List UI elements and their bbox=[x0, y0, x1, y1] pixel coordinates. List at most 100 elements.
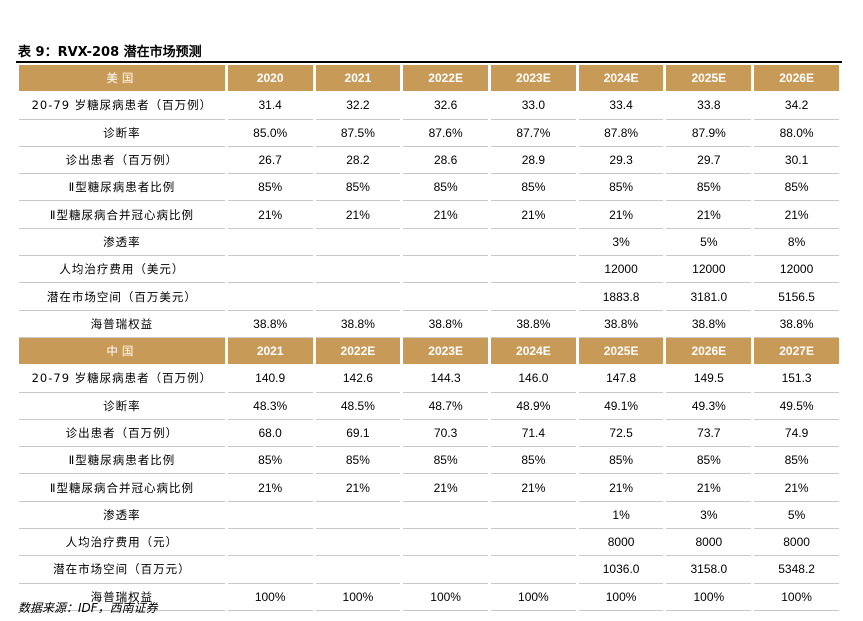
table-cell: 12000 bbox=[578, 256, 664, 284]
table-cell bbox=[403, 283, 488, 311]
table-cell: 38.8% bbox=[666, 311, 752, 338]
table-cell: 85% bbox=[491, 447, 576, 475]
table-cell: 21% bbox=[666, 201, 752, 229]
table-cell: 85% bbox=[403, 174, 488, 202]
table-cell: 32.2 bbox=[315, 92, 401, 120]
table-cell: 33.0 bbox=[491, 92, 576, 120]
table-row: 潜在市场空间（百万美元） 1883.8 3181.0 5156.5 bbox=[19, 283, 839, 311]
table-cell bbox=[403, 256, 488, 284]
table-cell: 26.7 bbox=[227, 147, 313, 175]
row-label: 海普瑞权益 bbox=[19, 311, 225, 338]
table-cell: 70.3 bbox=[403, 420, 488, 448]
table-cell: 21% bbox=[754, 474, 839, 502]
year-header: 2021 bbox=[315, 65, 401, 93]
table-cell: 142.6 bbox=[315, 365, 401, 393]
year-header: 2025E bbox=[666, 65, 752, 93]
table-cell: 34.2 bbox=[754, 92, 839, 120]
usa-section: 美国 2020 2021 2022E 2023E 2024E 2025E 202… bbox=[19, 65, 839, 338]
table-cell: 87.7% bbox=[491, 120, 576, 147]
row-label: 诊出患者（百万例） bbox=[19, 420, 225, 448]
table-cell: 85% bbox=[754, 174, 839, 202]
table-cell: 21% bbox=[491, 201, 576, 229]
row-label: 渗透率 bbox=[19, 229, 225, 257]
table-cell: 85% bbox=[315, 447, 401, 475]
data-source-note: 数据来源：IDF，西南证券 bbox=[18, 601, 158, 615]
table-cell: 85% bbox=[578, 447, 664, 475]
table-cell: 5156.5 bbox=[754, 283, 839, 311]
year-header: 2026E bbox=[666, 337, 752, 366]
row-label: 20-79 岁糖尿病患者（百万例） bbox=[19, 92, 225, 120]
row-label: 诊断率 bbox=[19, 393, 225, 420]
table-cell: 21% bbox=[403, 201, 488, 229]
table-cell: 87.9% bbox=[666, 120, 752, 147]
table-cell: 140.9 bbox=[227, 365, 313, 393]
table-cell bbox=[491, 229, 576, 257]
table-cell: 21% bbox=[578, 474, 664, 502]
table-cell: 5348.2 bbox=[754, 556, 839, 584]
table-cell: 100% bbox=[315, 584, 401, 611]
table-cell: 31.4 bbox=[227, 92, 313, 120]
table-cell: 5% bbox=[754, 502, 839, 530]
table-cell: 85% bbox=[491, 174, 576, 202]
table-cell bbox=[315, 556, 401, 584]
table-cell: 21% bbox=[227, 474, 313, 502]
table-cell: 85% bbox=[754, 447, 839, 475]
china-region-label: 中国 bbox=[19, 337, 225, 366]
table-cell: 29.7 bbox=[666, 147, 752, 175]
row-label: 诊断率 bbox=[19, 120, 225, 147]
table-cell: 144.3 bbox=[403, 365, 488, 393]
table-row: Ⅱ型糖尿病患者比例 85% 85% 85% 85% 85% 85% 85% bbox=[19, 174, 839, 202]
table-cell: 12000 bbox=[666, 256, 752, 284]
table-cell: 8000 bbox=[754, 529, 839, 557]
table-cell: 3158.0 bbox=[666, 556, 752, 584]
table-cell: 85.0% bbox=[227, 120, 313, 147]
table-cell: 21% bbox=[578, 201, 664, 229]
table-cell: 8000 bbox=[578, 529, 664, 557]
table-cell: 69.1 bbox=[315, 420, 401, 448]
table-cell bbox=[403, 229, 488, 257]
table-cell: 87.6% bbox=[403, 120, 488, 147]
row-label: Ⅱ型糖尿病患者比例 bbox=[19, 174, 225, 202]
row-label: 人均治疗费用（元） bbox=[19, 529, 225, 557]
market-forecast-table: 美国 2020 2021 2022E 2023E 2024E 2025E 202… bbox=[16, 65, 842, 611]
usa-region-label: 美国 bbox=[19, 65, 225, 93]
table-row: Ⅱ型糖尿病合并冠心病比例 21% 21% 21% 21% 21% 21% 21% bbox=[19, 201, 839, 229]
table-cell: 100% bbox=[754, 584, 839, 611]
table-row: 海普瑞权益 100% 100% 100% 100% 100% 100% 100% bbox=[19, 584, 839, 611]
row-label: 潜在市场空间（百万元） bbox=[19, 556, 225, 584]
table-cell: 8% bbox=[754, 229, 839, 257]
table-cell: 100% bbox=[403, 584, 488, 611]
table-cell: 29.3 bbox=[578, 147, 664, 175]
table-cell: 38.8% bbox=[578, 311, 664, 338]
row-label: 20-79 岁糖尿病患者（百万例） bbox=[19, 365, 225, 393]
table-cell: 100% bbox=[666, 584, 752, 611]
table-cell: 48.3% bbox=[227, 393, 313, 420]
table-cell bbox=[491, 529, 576, 557]
table-cell: 28.9 bbox=[491, 147, 576, 175]
table-cell: 1036.0 bbox=[578, 556, 664, 584]
table-cell bbox=[315, 529, 401, 557]
row-label: Ⅱ型糖尿病合并冠心病比例 bbox=[19, 474, 225, 502]
year-header: 2027E bbox=[754, 337, 839, 366]
year-header: 2024E bbox=[491, 337, 576, 366]
table-cell bbox=[315, 256, 401, 284]
year-header: 2021 bbox=[227, 337, 313, 366]
table-cell bbox=[227, 229, 313, 257]
table-row: 人均治疗费用（元） 8000 8000 8000 bbox=[19, 529, 839, 557]
table-cell: 21% bbox=[315, 474, 401, 502]
table-cell: 87.5% bbox=[315, 120, 401, 147]
table-title: 表 9：RVX-208 潜在市场预测 bbox=[18, 45, 202, 60]
table-cell: 74.9 bbox=[754, 420, 839, 448]
year-header: 2026E bbox=[754, 65, 839, 93]
table-cell: 21% bbox=[666, 474, 752, 502]
table-cell: 72.5 bbox=[578, 420, 664, 448]
table-row: 渗透率 1% 3% 5% bbox=[19, 502, 839, 530]
china-header-row: 中国 2021 2022E 2023E 2024E 2025E 2026E 20… bbox=[19, 337, 839, 366]
year-header: 2025E bbox=[578, 337, 664, 366]
table-cell: 151.3 bbox=[754, 365, 839, 393]
table-cell bbox=[403, 529, 488, 557]
table-row: 人均治疗费用（美元） 12000 12000 12000 bbox=[19, 256, 839, 284]
table-cell: 21% bbox=[227, 201, 313, 229]
table-cell: 21% bbox=[754, 201, 839, 229]
table-row: 诊断率 48.3% 48.5% 48.7% 48.9% 49.1% 49.3% 49.5% bbox=[19, 393, 839, 420]
